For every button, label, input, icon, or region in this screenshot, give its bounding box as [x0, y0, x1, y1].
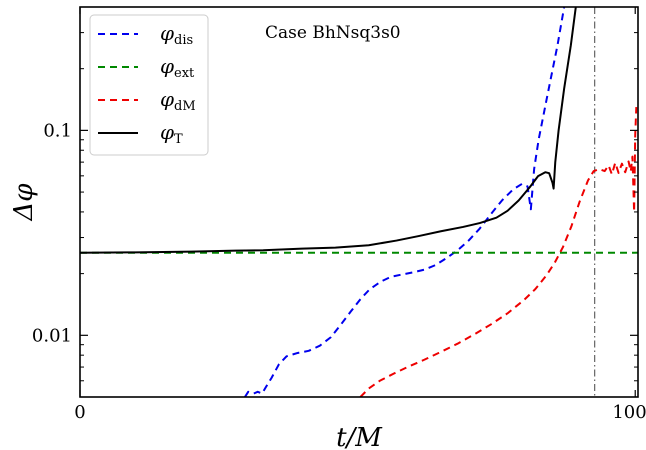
legend-box — [89, 14, 209, 156]
x-tick-label: 0 — [74, 402, 85, 423]
series-line-T — [80, 7, 577, 254]
legend-label-ext: φext — [160, 54, 195, 81]
legend: φdis φext φdM φT — [89, 14, 209, 156]
y-axis-title: Δφ — [9, 183, 39, 222]
series-line-dM — [359, 106, 638, 397]
series-line-dis — [244, 7, 566, 397]
legend-label-dM: φdM — [160, 87, 196, 114]
legend-label-dis: φdis — [160, 21, 193, 48]
series-layer — [80, 7, 638, 397]
y-tick-label: 0.01 — [32, 325, 72, 346]
x-axis-title: t/M — [336, 423, 383, 450]
y-tick-label: 0.1 — [43, 120, 72, 141]
chart-annotation: Case BhNsq3s0 — [265, 23, 401, 43]
legend-entries: φdis φext φdM φT — [98, 21, 196, 147]
plot-frame — [79, 6, 639, 398]
legend-label-T: φT — [160, 120, 183, 147]
